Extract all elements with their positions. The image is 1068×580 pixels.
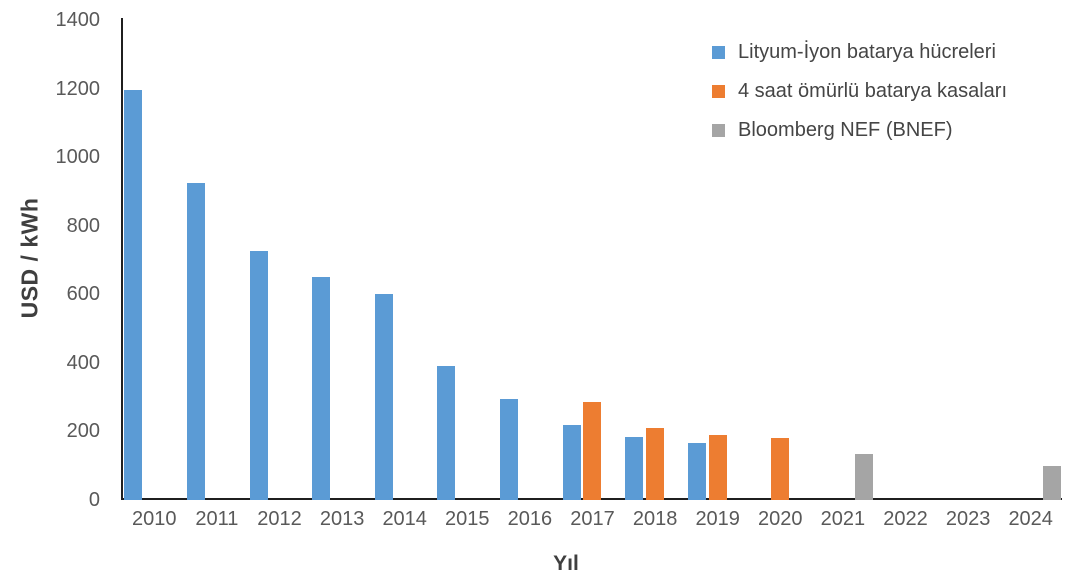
legend-label: Lityum-İyon batarya hücreleri	[738, 41, 996, 63]
x-tick-label: 2016	[507, 508, 553, 530]
x-tick-label: 2023	[945, 508, 991, 530]
y-axis-line	[121, 18, 123, 500]
x-tick-label: 2017	[570, 508, 615, 530]
legend-item: 4 saat ömürlü batarya kasaları	[712, 72, 1007, 111]
y-tick-label: 1200	[55, 77, 101, 100]
x-tick-label: 2019	[695, 508, 740, 530]
x-tick-label: 2011	[195, 508, 239, 530]
bar-2014-series-0	[374, 294, 393, 500]
bar-2017-series-1	[583, 402, 602, 500]
bar-2016-series-0	[500, 398, 518, 500]
legend-item: Lityum-İyon batarya hücreleri	[712, 33, 1007, 72]
legend-label: Bloomberg NEF (BNEF)	[738, 119, 953, 141]
bar-2010-series-0	[124, 90, 143, 500]
y-tick-label: 200	[66, 420, 100, 443]
x-tick-label: 2010	[132, 508, 177, 530]
x-tick-label: 2020	[758, 508, 803, 530]
bar-2018-series-1	[646, 428, 665, 500]
legend-marker-icon	[712, 85, 725, 98]
bar-2012-series-0	[249, 251, 268, 500]
y-tick-label: 0	[88, 489, 100, 511]
legend-marker-icon	[712, 46, 725, 59]
legend-label: 4 saat ömürlü batarya kasaları	[738, 80, 1008, 102]
bar-2019-series-0	[687, 443, 706, 500]
x-tick-label: 2018	[632, 508, 678, 530]
legend: Lityum-İyon batarya hücreleri 4 saat ömür…	[712, 33, 1007, 150]
bar-2017-series-0	[562, 424, 581, 500]
bar-2011-series-0	[187, 182, 205, 500]
y-tick-label: 800	[66, 214, 100, 237]
legend-marker-icon	[712, 124, 725, 137]
bar-2024-series-2	[1042, 465, 1061, 500]
bar-2015-series-0	[437, 366, 456, 500]
x-tick-label: 2015	[445, 508, 490, 530]
y-tick-label: 1000	[55, 146, 101, 169]
x-tick-label: 2013	[319, 508, 365, 530]
x-tick-label: 2024	[1008, 508, 1053, 530]
y-tick-label: 600	[66, 283, 100, 306]
bar-2020-series-1	[771, 438, 790, 500]
x-tick-label: 2014	[382, 508, 427, 530]
bar-2018-series-0	[625, 436, 644, 500]
x-tick-label: 2021	[820, 508, 866, 530]
x-tick-label: 2022	[883, 508, 928, 530]
bar-2013-series-0	[312, 277, 331, 500]
x-axis-title: Yıl	[553, 552, 579, 575]
x-tick-label: 2012	[257, 508, 302, 530]
bar-2021-series-2	[854, 453, 873, 500]
y-tick-label: 1400	[55, 9, 101, 31]
bar-2019-series-1	[708, 434, 727, 500]
y-tick-label: 400	[66, 351, 100, 374]
legend-item: Bloomberg NEF (BNEF)	[712, 111, 1007, 150]
